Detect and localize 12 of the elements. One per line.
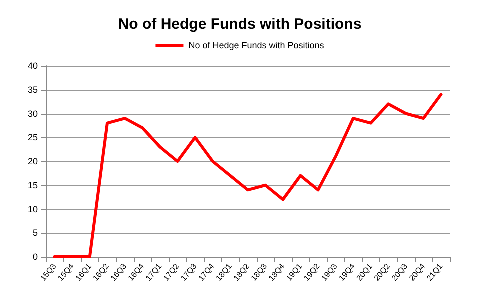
legend-label: No of Hedge Funds with Positions: [188, 40, 325, 50]
y-tick-label: 30: [28, 108, 38, 119]
y-tick-label: 20: [28, 156, 38, 166]
chart-title: No of Hedge Funds with Positions: [118, 16, 362, 33]
y-tick-label: 35: [28, 84, 38, 95]
y-tick-label: 5: [32, 228, 38, 238]
y-tick-label: 10: [28, 204, 38, 214]
y-tick-label: 0: [32, 252, 38, 262]
y-tick-label: 25: [28, 132, 38, 143]
y-tick-label: 15: [28, 180, 38, 190]
line-series: [53, 93, 443, 258]
y-tick-label: 40: [28, 61, 38, 71]
